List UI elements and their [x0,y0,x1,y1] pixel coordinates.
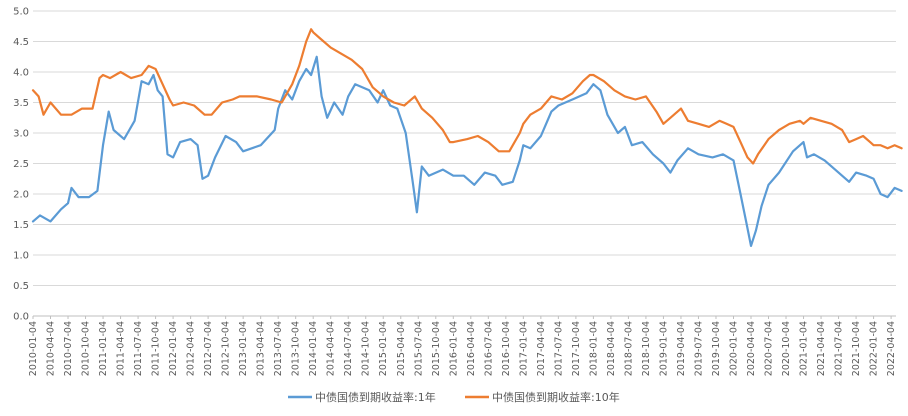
x-tick-label: 2019-10-04 [711,321,722,376]
x-tick-label: 2011-04-04 [116,321,127,376]
x-tick-label: 2018-07-04 [623,321,634,376]
x-tick-label: 2012-10-04 [221,321,232,376]
x-tick-label: 2015-07-04 [413,321,424,376]
x-tick-label: 2010-04-04 [46,321,57,376]
legend-label: 中债国债到期收益率:1年 [315,390,436,404]
y-tick-label: 1.0 [13,251,29,262]
x-tick-label: 2015-01-04 [378,321,389,376]
x-tick-label: 2018-01-04 [588,321,599,376]
x-tick-label: 2017-07-04 [553,321,564,376]
legend: 中债国债到期收益率:1年 中债国债到期收益率:10年 [288,390,620,404]
x-tick-label: 2010-07-04 [63,321,74,376]
x-tick-label: 2013-07-04 [273,321,284,376]
y-tick-label: 4.5 [13,37,29,48]
x-tick-label: 2016-01-04 [448,321,459,376]
y-axis: 0.0 0.5 1.0 1.5 2.0 2.5 3.0 3.5 4.0 4.5 5.0 [13,7,29,323]
y-tick-label: 4.0 [13,68,29,79]
x-tick-label: 2011-01-04 [98,321,109,376]
x-tick-label: 2020-04-04 [746,321,757,376]
x-tick-label: 2018-04-04 [606,321,617,376]
x-tick-label: 2020-01-04 [729,321,740,376]
x-tick-label: 2016-04-04 [466,321,477,376]
y-tick-label: 5.0 [13,7,29,18]
x-tick-label: 2011-10-04 [151,321,162,376]
series-layer [31,28,903,247]
y-tick-label: 2.0 [13,190,29,201]
y-tick-label: 3.5 [13,98,29,109]
x-tick-label: 2014-01-04 [308,321,319,376]
x-tick-label: 2020-10-04 [781,321,792,376]
y-tick-label: 3.0 [13,129,29,140]
x-tick-label: 2022-01-04 [869,321,880,376]
x-tick-label: 2014-07-04 [343,321,354,376]
x-tick-label: 2022-04-04 [886,321,897,376]
y-tick-label: 1.5 [13,220,29,231]
x-tick-label: 2020-07-04 [764,321,775,376]
series-line-10y [31,28,903,165]
x-tick-label: 2015-04-04 [396,321,407,376]
grid-layer [33,10,896,317]
x-tick-label: 2018-10-04 [641,321,652,376]
x-tick-label: 2019-04-04 [676,321,687,376]
x-tick-label: 2017-01-04 [518,321,529,376]
x-tick-label: 2021-10-04 [851,321,862,376]
x-tick-label: 2019-07-04 [694,321,705,376]
x-tick-label: 2016-07-04 [483,321,494,376]
x-axis: 2010-01-04 2010-04-04 2010-07-04 2010-10-04… [28,316,897,376]
series-line-1y [31,55,903,247]
x-tick-label: 2021-07-04 [834,321,845,376]
x-tick-label: 2013-10-04 [291,321,302,376]
x-tick-label: 2019-01-04 [658,321,669,376]
y-tick-label: 2.5 [13,159,29,170]
x-tick-label: 2015-10-04 [431,321,442,376]
x-tick-label: 2013-04-04 [256,321,267,376]
x-tick-label: 2017-10-04 [571,321,582,376]
x-tick-label: 2010-01-04 [28,321,39,376]
x-tick-label: 2013-01-04 [238,321,249,376]
x-tick-label: 2021-04-04 [816,321,827,376]
x-tick-label: 2021-01-04 [799,321,810,376]
x-tick-label: 2012-04-04 [186,321,197,376]
y-tick-label: 0.5 [13,281,29,292]
x-tick-label: 2010-10-04 [81,321,92,376]
x-tick-label: 2016-10-04 [501,321,512,376]
y-tick-label: 0.0 [13,312,29,323]
x-tick-label: 2012-07-04 [203,321,214,376]
x-tick-label: 2012-01-04 [168,321,179,376]
x-tick-label: 2011-07-04 [133,321,144,376]
x-tick-label: 2014-04-04 [326,321,337,376]
legend-label: 中债国债到期收益率:10年 [492,390,620,404]
x-tick-label: 2017-04-04 [536,321,547,376]
x-tick-label: 2014-10-04 [361,321,372,376]
